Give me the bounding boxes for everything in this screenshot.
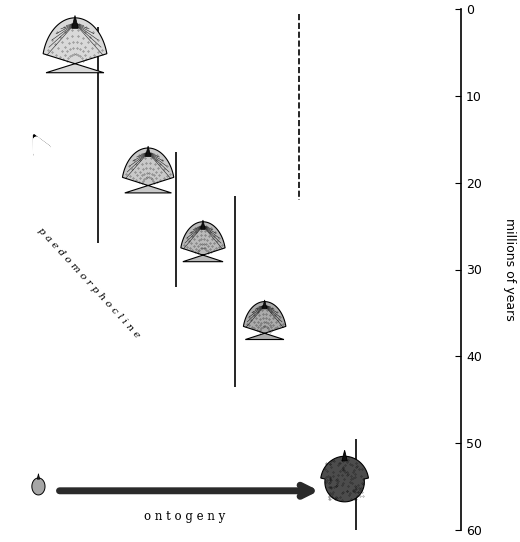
- Polygon shape: [243, 301, 286, 339]
- Polygon shape: [32, 478, 45, 495]
- Polygon shape: [72, 16, 79, 28]
- Polygon shape: [342, 450, 347, 461]
- Polygon shape: [321, 456, 369, 502]
- Text: p a e d o m o r p h o c l i n e: p a e d o m o r p h o c l i n e: [36, 225, 141, 339]
- Polygon shape: [43, 18, 107, 73]
- Polygon shape: [181, 222, 225, 262]
- Polygon shape: [146, 146, 151, 157]
- Polygon shape: [201, 220, 205, 229]
- Y-axis label: millions of years: millions of years: [503, 218, 516, 321]
- Text: o n t o g e n y: o n t o g e n y: [144, 511, 225, 524]
- Polygon shape: [37, 474, 40, 479]
- Polygon shape: [122, 148, 174, 193]
- Polygon shape: [263, 300, 267, 309]
